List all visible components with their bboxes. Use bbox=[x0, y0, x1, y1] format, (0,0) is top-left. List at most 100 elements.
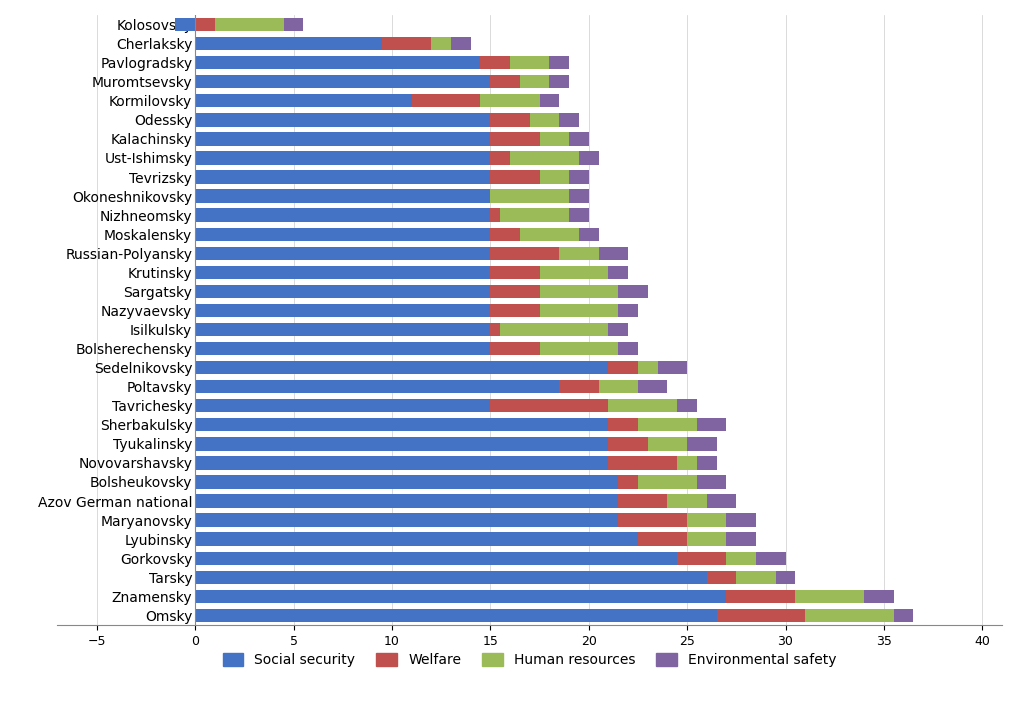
Bar bbox=[490, 209, 500, 222]
Bar bbox=[490, 113, 530, 126]
Bar bbox=[195, 151, 490, 164]
Bar bbox=[697, 457, 717, 470]
Bar bbox=[195, 285, 490, 298]
Bar bbox=[726, 532, 756, 546]
Bar bbox=[490, 190, 570, 203]
Bar bbox=[195, 532, 638, 546]
Bar bbox=[500, 323, 608, 336]
Bar bbox=[638, 361, 658, 374]
Bar bbox=[726, 590, 795, 603]
Bar bbox=[570, 209, 589, 222]
Bar bbox=[510, 56, 549, 69]
Bar bbox=[215, 18, 284, 31]
Bar bbox=[195, 209, 490, 222]
Bar bbox=[697, 418, 726, 432]
Bar bbox=[608, 323, 629, 336]
Bar bbox=[687, 513, 726, 527]
Bar bbox=[599, 380, 638, 393]
Bar bbox=[618, 285, 648, 298]
Bar bbox=[687, 437, 717, 451]
Bar bbox=[638, 418, 697, 432]
Bar bbox=[195, 590, 726, 603]
Bar bbox=[697, 475, 726, 489]
Bar bbox=[412, 94, 480, 108]
Bar bbox=[539, 170, 570, 184]
Bar bbox=[195, 437, 608, 451]
Bar bbox=[618, 304, 638, 317]
Bar bbox=[608, 418, 638, 432]
Bar bbox=[195, 608, 717, 622]
Bar bbox=[894, 608, 913, 622]
Bar bbox=[795, 590, 864, 603]
Bar bbox=[195, 75, 490, 89]
Bar bbox=[756, 552, 785, 565]
Bar bbox=[736, 571, 776, 584]
Bar bbox=[195, 475, 618, 489]
Bar bbox=[195, 170, 490, 184]
Bar bbox=[175, 18, 195, 31]
Bar bbox=[195, 56, 480, 69]
Bar bbox=[490, 132, 539, 145]
Bar bbox=[490, 265, 539, 279]
Bar bbox=[608, 457, 677, 470]
Bar bbox=[618, 494, 667, 507]
Bar bbox=[490, 246, 559, 260]
Bar bbox=[520, 75, 549, 89]
Bar bbox=[559, 380, 599, 393]
Bar bbox=[638, 380, 667, 393]
Bar bbox=[559, 246, 599, 260]
Bar bbox=[618, 342, 638, 356]
Bar bbox=[195, 37, 382, 50]
Bar bbox=[677, 399, 697, 412]
Bar bbox=[195, 399, 490, 412]
Bar bbox=[480, 94, 539, 108]
Bar bbox=[618, 475, 638, 489]
Bar bbox=[539, 94, 559, 108]
Bar bbox=[284, 18, 303, 31]
Bar bbox=[687, 532, 726, 546]
Bar bbox=[195, 361, 608, 374]
Bar bbox=[549, 56, 570, 69]
Bar bbox=[579, 151, 599, 164]
Bar bbox=[658, 361, 687, 374]
Bar bbox=[195, 571, 707, 584]
Bar bbox=[490, 170, 539, 184]
Bar bbox=[195, 457, 608, 470]
Bar bbox=[490, 304, 539, 317]
Bar bbox=[195, 494, 618, 507]
Bar bbox=[648, 437, 687, 451]
Bar bbox=[599, 246, 629, 260]
Bar bbox=[579, 228, 599, 241]
Bar bbox=[510, 151, 579, 164]
Bar bbox=[608, 437, 648, 451]
Bar bbox=[539, 342, 618, 356]
Bar bbox=[195, 132, 490, 145]
Bar bbox=[195, 94, 412, 108]
Bar bbox=[726, 552, 756, 565]
Bar bbox=[195, 552, 677, 565]
Bar bbox=[490, 151, 510, 164]
Bar bbox=[195, 304, 490, 317]
Bar bbox=[530, 113, 559, 126]
Bar bbox=[539, 285, 618, 298]
Bar bbox=[638, 532, 687, 546]
Bar bbox=[195, 323, 490, 336]
Bar bbox=[559, 113, 579, 126]
Bar bbox=[608, 399, 677, 412]
Bar bbox=[805, 608, 894, 622]
Bar bbox=[451, 37, 471, 50]
Bar bbox=[382, 37, 431, 50]
Bar bbox=[864, 590, 894, 603]
Bar bbox=[539, 132, 570, 145]
Bar bbox=[608, 361, 638, 374]
Bar bbox=[195, 113, 490, 126]
Bar bbox=[570, 190, 589, 203]
Bar bbox=[195, 513, 618, 527]
Bar bbox=[726, 513, 756, 527]
Bar bbox=[195, 246, 490, 260]
Bar bbox=[717, 608, 805, 622]
Bar bbox=[490, 342, 539, 356]
Bar bbox=[500, 209, 570, 222]
Bar bbox=[490, 399, 608, 412]
Bar bbox=[431, 37, 451, 50]
